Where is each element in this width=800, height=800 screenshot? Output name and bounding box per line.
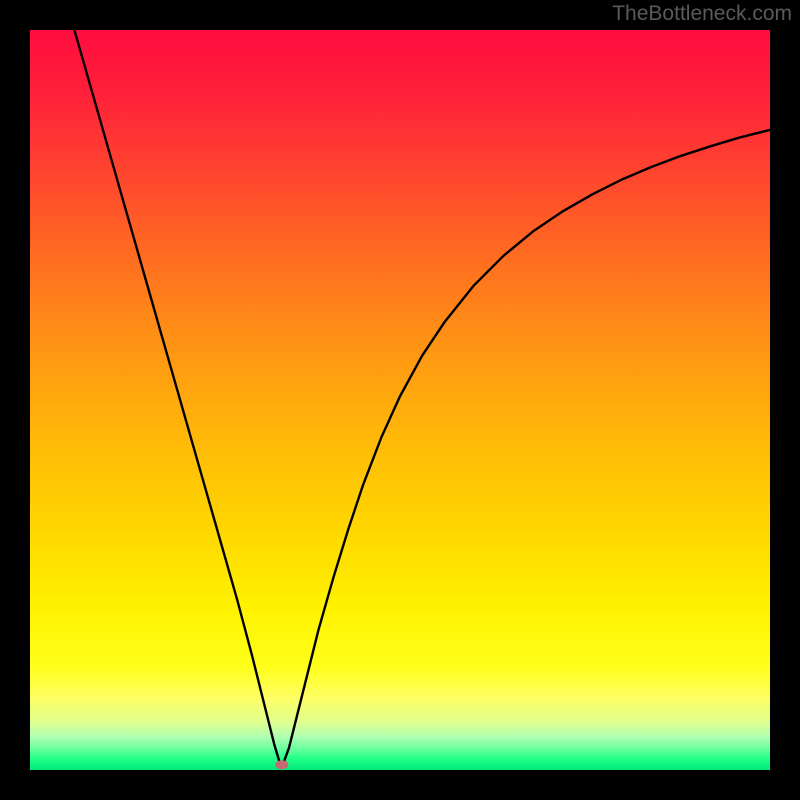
bottleneck-curve [30,30,770,770]
chart-outer: TheBottleneck.com [0,0,800,800]
minimum-marker [275,760,288,770]
watermark-text: TheBottleneck.com [612,2,792,26]
plot-area [30,30,770,770]
